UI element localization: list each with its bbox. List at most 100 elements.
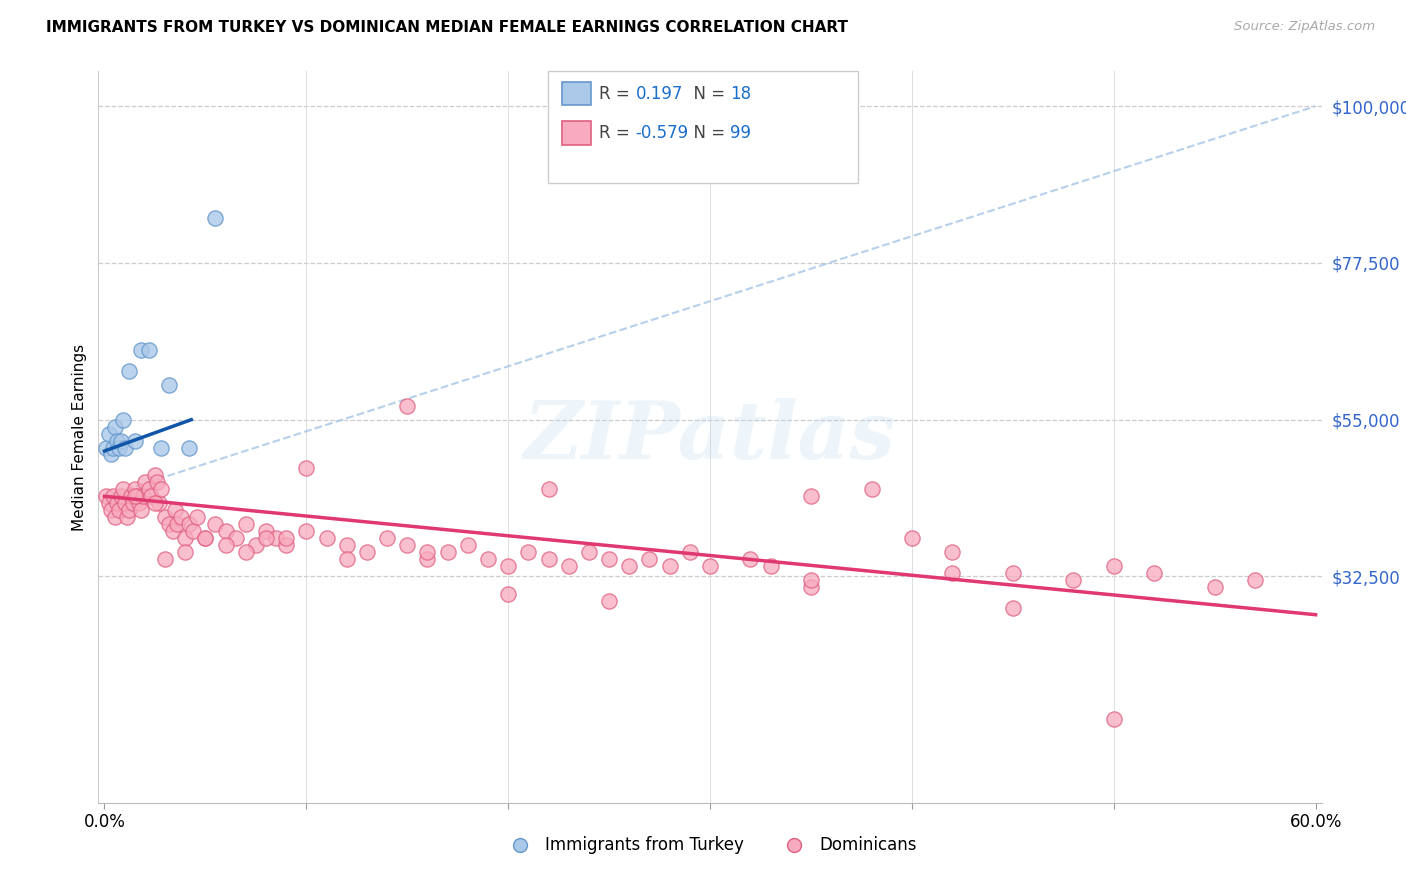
Point: [105, 496, 128, 510]
Point: [96, 489, 118, 503]
Point: [1062, 573, 1084, 587]
Point: [125, 489, 148, 503]
Point: [128, 496, 150, 510]
Point: [129, 503, 152, 517]
Text: R =: R =: [599, 124, 636, 142]
Point: [121, 496, 143, 510]
Point: [578, 545, 600, 559]
Point: [477, 552, 499, 566]
Point: [134, 475, 156, 490]
Point: [157, 377, 180, 392]
Point: [214, 524, 236, 538]
Point: [111, 412, 134, 426]
Point: [416, 552, 439, 566]
Point: [148, 496, 170, 510]
Point: [118, 503, 141, 517]
Point: [638, 552, 661, 566]
Point: [558, 558, 581, 573]
Point: [114, 496, 136, 510]
Point: [194, 531, 217, 545]
Point: [153, 552, 176, 566]
Text: ZIPatlas: ZIPatlas: [524, 399, 896, 475]
Point: [181, 524, 204, 538]
Point: [150, 441, 173, 455]
Point: [679, 545, 702, 559]
Point: [110, 434, 132, 448]
Point: [537, 552, 560, 566]
Point: [941, 566, 963, 580]
Point: [170, 510, 193, 524]
Text: 18: 18: [730, 85, 751, 103]
Point: [356, 545, 378, 559]
Point: [111, 483, 134, 497]
Point: [336, 552, 359, 566]
Point: [107, 503, 129, 517]
Point: [124, 489, 146, 503]
Point: [1001, 566, 1024, 580]
Point: [276, 531, 298, 545]
Point: [179, 517, 201, 532]
Point: [174, 531, 197, 545]
Point: [598, 552, 620, 566]
Point: [166, 517, 188, 532]
Text: IMMIGRANTS FROM TURKEY VS DOMINICAN MEDIAN FEMALE EARNINGS CORRELATION CHART: IMMIGRANTS FROM TURKEY VS DOMINICAN MEDI…: [46, 20, 848, 35]
Point: [517, 545, 540, 559]
Text: R =: R =: [599, 85, 636, 103]
Point: [235, 517, 257, 532]
Point: [115, 510, 138, 524]
Point: [138, 483, 160, 497]
Point: [101, 441, 124, 455]
Point: [186, 510, 208, 524]
Point: [179, 441, 201, 455]
Point: [118, 364, 141, 378]
Point: [254, 524, 277, 538]
Point: [157, 517, 180, 532]
Point: [336, 538, 359, 552]
Point: [254, 531, 277, 545]
Point: [496, 587, 519, 601]
Point: [138, 343, 160, 357]
Text: 0.197: 0.197: [636, 85, 683, 103]
Point: [97, 496, 120, 510]
Point: [114, 441, 136, 455]
Point: [295, 461, 318, 475]
Text: N =: N =: [683, 85, 731, 103]
Point: [100, 448, 122, 462]
Point: [107, 441, 129, 455]
Point: [235, 545, 257, 559]
Point: [396, 538, 419, 552]
Point: [139, 489, 162, 503]
Point: [100, 503, 122, 517]
Point: [901, 531, 924, 545]
Point: [598, 594, 620, 608]
Point: [101, 489, 124, 503]
Point: [800, 580, 823, 594]
Point: [97, 426, 120, 441]
Point: [165, 503, 187, 517]
Text: N =: N =: [683, 124, 731, 142]
Point: [120, 489, 142, 503]
Point: [143, 468, 166, 483]
Point: [416, 545, 439, 559]
Point: [276, 538, 298, 552]
Point: [658, 558, 681, 573]
Point: [105, 434, 128, 448]
Point: [153, 510, 176, 524]
Point: [699, 558, 721, 573]
Text: 99: 99: [730, 124, 751, 142]
Point: [375, 531, 398, 545]
Y-axis label: Median Female Earnings: Median Female Earnings: [72, 343, 87, 531]
Point: [110, 489, 132, 503]
Point: [1244, 573, 1267, 587]
Point: [103, 510, 125, 524]
Point: [496, 558, 519, 573]
Point: [396, 399, 419, 413]
Point: [204, 211, 226, 225]
Point: [225, 531, 247, 545]
Point: [150, 483, 173, 497]
Point: [174, 545, 197, 559]
Point: [315, 531, 337, 545]
Point: [800, 489, 823, 503]
Point: [619, 558, 641, 573]
Point: [457, 538, 479, 552]
